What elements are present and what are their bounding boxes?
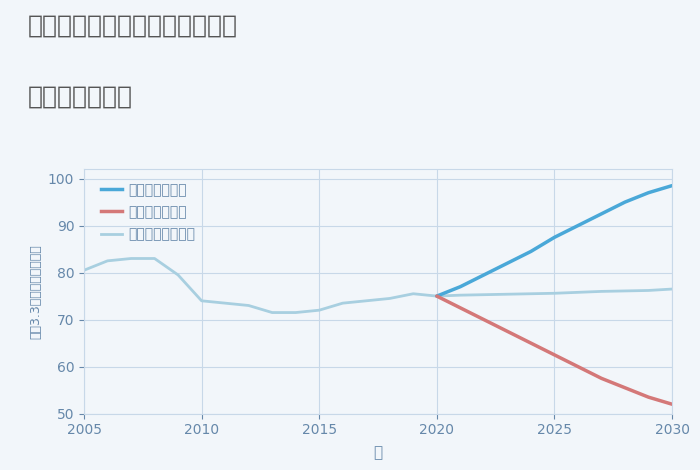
- Text: 大阪府和泉市テクノステージの: 大阪府和泉市テクノステージの: [28, 14, 238, 38]
- Text: 土地の価格推移: 土地の価格推移: [28, 85, 133, 109]
- Y-axis label: 坪（3.3㎡）単価（万円）: 坪（3.3㎡）単価（万円）: [29, 244, 42, 339]
- Legend: グッドシナリオ, バッドシナリオ, ノーマルシナリオ: グッドシナリオ, バッドシナリオ, ノーマルシナリオ: [97, 179, 200, 246]
- X-axis label: 年: 年: [373, 446, 383, 461]
